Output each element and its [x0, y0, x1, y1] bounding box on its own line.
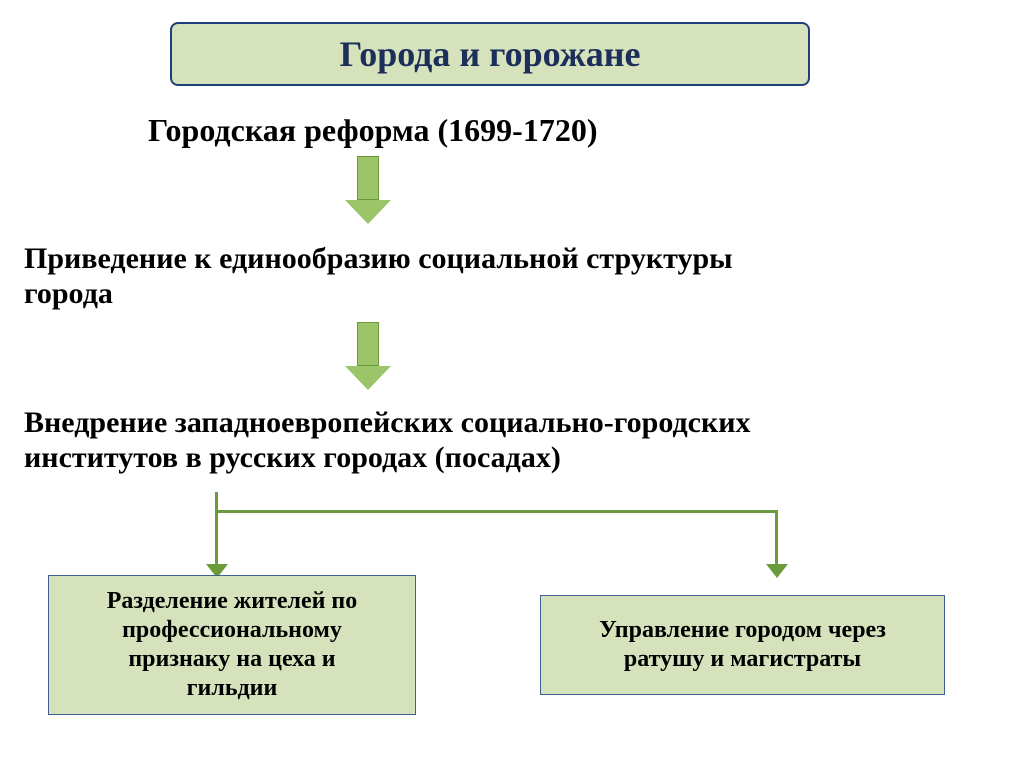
page-title-box: Города и горожане: [170, 22, 810, 86]
branch-vleft: [215, 510, 218, 564]
arrow-shaft: [357, 156, 379, 200]
result-box-left: Разделение жителей по профессиональному …: [48, 575, 416, 715]
result-box-right: Управление городом через ратушу и магист…: [540, 595, 945, 695]
arrow-head: [345, 366, 391, 390]
flow-step-2-line: Внедрение западноевропейских социально-г…: [24, 406, 751, 441]
branch-hbar: [215, 510, 778, 513]
flow-step-1-line: города: [24, 277, 733, 312]
page-title: Города и горожане: [339, 33, 640, 75]
arrow-shaft: [357, 322, 379, 366]
branch-stem: [215, 492, 218, 510]
arrow-head: [766, 564, 788, 578]
result-left-text: Разделение жителей по профессиональному …: [107, 587, 358, 702]
arrow-head: [345, 200, 391, 224]
flow-step-2: Внедрение западноевропейских социально-г…: [24, 406, 751, 475]
flow-step-2-line: институтов в русских городах (посадах): [24, 441, 751, 476]
flow-step-1: Приведение к единообразию социальной стр…: [24, 242, 733, 311]
subtitle: Городская реформа (1699-1720): [148, 112, 597, 149]
arrow-down-icon: [345, 156, 391, 224]
flow-step-1-line: Приведение к единообразию социальной стр…: [24, 242, 733, 277]
arrow-down-icon: [345, 322, 391, 390]
result-right-text: Управление городом через ратушу и магист…: [599, 616, 886, 674]
branch-vright: [775, 510, 778, 564]
